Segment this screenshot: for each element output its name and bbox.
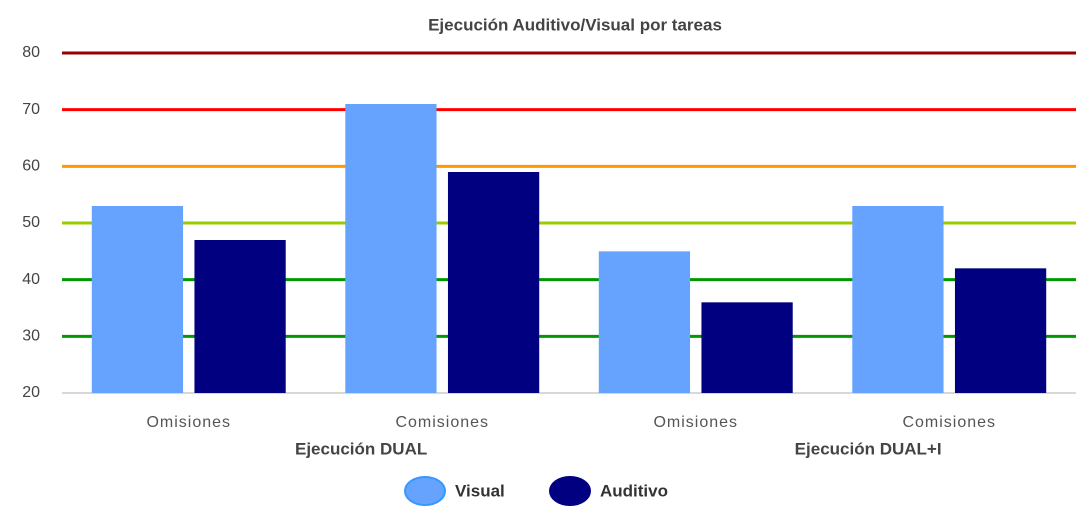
- legend-marker: [549, 476, 591, 506]
- x-tick-label: Comisiones: [902, 414, 996, 431]
- legend-label: Auditivo: [600, 481, 668, 500]
- chart-title: Ejecución Auditivo/Visual por tareas: [428, 15, 722, 34]
- bar: [91, 206, 184, 393]
- group-label: Ejecución DUAL: [295, 439, 427, 458]
- bar: [447, 172, 540, 393]
- bar: [852, 206, 944, 393]
- y-tick-label: 20: [22, 384, 40, 401]
- y-tick-label: 70: [22, 101, 40, 118]
- y-tick-label: 40: [22, 271, 40, 288]
- group-label: Ejecución DUAL+I: [795, 439, 942, 458]
- bar: [701, 302, 793, 393]
- x-tick-label: Omisiones: [653, 414, 738, 431]
- bar: [954, 268, 1047, 393]
- bar: [194, 240, 286, 393]
- y-tick-label: 50: [22, 214, 40, 231]
- legend-marker: [404, 476, 446, 506]
- legend-label: Visual: [455, 481, 505, 500]
- x-tick-label: Omisiones: [146, 414, 231, 431]
- x-tick-label: Comisiones: [395, 414, 489, 431]
- bar: [598, 251, 691, 393]
- y-tick-label: 80: [22, 44, 40, 61]
- y-tick-label: 30: [22, 328, 40, 345]
- y-tick-label: 60: [22, 158, 40, 175]
- bar: [345, 104, 437, 393]
